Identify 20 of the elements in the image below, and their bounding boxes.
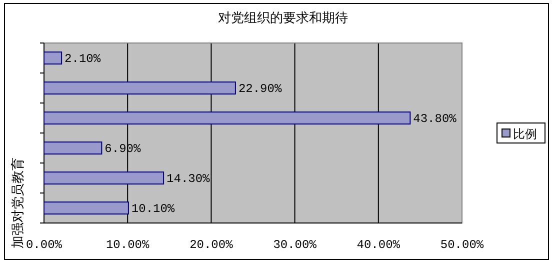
legend-label: 比例 <box>513 127 537 141</box>
x-tick-label: 0.00% <box>26 238 63 252</box>
x-tick-label: 10.00% <box>106 238 150 252</box>
data-label: 10.10% <box>131 202 176 216</box>
bar <box>44 82 236 94</box>
data-label: 22.90% <box>238 82 282 96</box>
data-label: 43.80% <box>413 112 458 126</box>
bar <box>44 202 129 214</box>
chart-title: 对党组织的要求和期待 <box>218 11 348 26</box>
x-tick-label: 50.00% <box>440 238 484 252</box>
bar <box>44 112 411 124</box>
bar <box>44 142 102 154</box>
data-label: 2.10% <box>64 52 102 66</box>
x-tick-label: 40.00% <box>356 238 401 252</box>
x-tick-label: 20.00% <box>190 238 234 252</box>
bar <box>44 172 164 184</box>
x-tick-label: 30.00% <box>273 238 318 252</box>
bar <box>44 52 62 64</box>
data-label: 14.30% <box>166 172 211 186</box>
y-tick-label: 加强对党员教育 <box>10 158 26 248</box>
